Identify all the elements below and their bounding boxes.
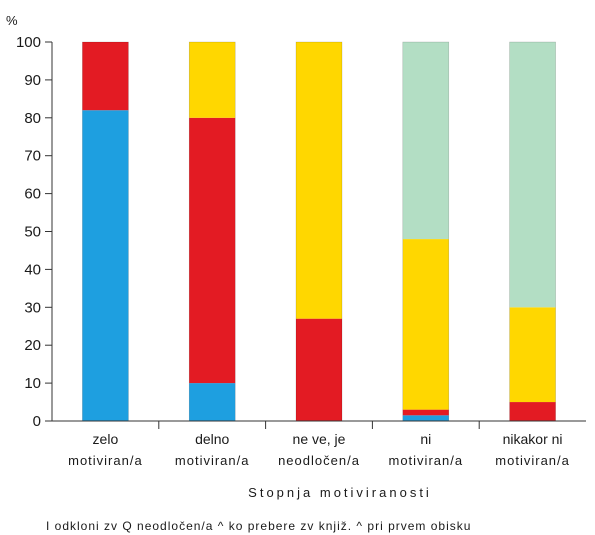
x-category-label: motiviran/a bbox=[175, 453, 250, 468]
bar-segment bbox=[189, 117, 236, 384]
y-tick-label: 20 bbox=[24, 337, 41, 354]
y-tick-label: 70 bbox=[24, 148, 41, 165]
bar-segment bbox=[402, 239, 449, 410]
y-axis-ticks: 0 10 20 30 40 50 60 70 80 90 100 bbox=[16, 34, 52, 430]
category-labels: zelo motiviran/a delno motiviran/a ne ve, je… bbox=[68, 421, 570, 468]
bar-segment bbox=[402, 415, 449, 421]
y-tick-label: 100 bbox=[16, 34, 41, 51]
bar-segment bbox=[189, 42, 236, 118]
y-tick-label: 30 bbox=[24, 299, 41, 316]
bar-segment bbox=[402, 42, 449, 240]
bar-segment bbox=[189, 383, 236, 421]
x-category-label: ni bbox=[420, 431, 431, 447]
bar-segment bbox=[509, 402, 556, 421]
y-tick-label: 10 bbox=[24, 375, 41, 392]
bar-segment bbox=[82, 42, 129, 111]
y-unit-label: % bbox=[6, 13, 18, 28]
bar-segment bbox=[509, 42, 556, 308]
y-tick-label: 80 bbox=[24, 110, 41, 127]
bar-segments bbox=[82, 41, 556, 422]
x-axis-title: Stopnja motiviranosti bbox=[248, 485, 432, 500]
bar-segment bbox=[402, 409, 449, 416]
x-category-label: ne ve, je bbox=[293, 431, 346, 447]
bar-segment bbox=[82, 110, 129, 421]
x-category-label: motiviran/a bbox=[68, 453, 143, 468]
y-tick-label: 0 bbox=[33, 413, 41, 430]
bar-segment bbox=[296, 318, 342, 421]
x-category-label: motiviran/a bbox=[389, 453, 464, 468]
x-category-label: motiviran/a bbox=[495, 453, 570, 468]
bar-segment bbox=[509, 307, 556, 403]
y-tick-label: 60 bbox=[24, 186, 41, 203]
y-tick-label: 40 bbox=[24, 261, 41, 278]
x-category-label: zelo bbox=[93, 431, 119, 447]
x-category-label: delno bbox=[195, 431, 229, 447]
x-category-label: neodločen/a bbox=[278, 453, 360, 468]
x-category-label: nikakor ni bbox=[503, 431, 563, 447]
y-tick-label: 50 bbox=[24, 224, 41, 241]
y-tick-label: 90 bbox=[24, 72, 41, 89]
bar-segment bbox=[296, 42, 342, 319]
legend-text: I odkloni zv Q neodločen/a ^ ko prebere … bbox=[46, 519, 471, 533]
